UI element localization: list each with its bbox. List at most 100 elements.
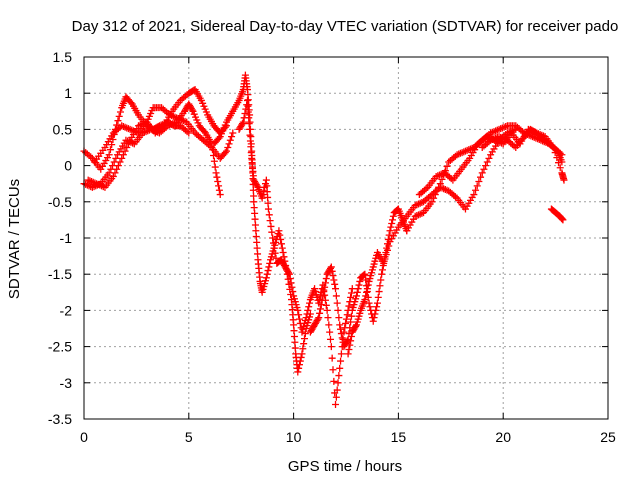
data-point [534, 130, 542, 138]
data-point [321, 279, 329, 287]
data-point [328, 267, 336, 275]
data-point [332, 401, 340, 409]
data-point [99, 183, 107, 191]
data-point [185, 129, 193, 137]
data-point [96, 181, 104, 189]
data-point [318, 296, 326, 304]
data-point [347, 289, 355, 297]
data-point [371, 310, 379, 318]
data-point [416, 199, 424, 207]
data-point [89, 178, 97, 186]
data-point [212, 169, 220, 177]
data-point [128, 126, 136, 134]
data-point [262, 274, 270, 282]
data-point [140, 128, 148, 136]
data-point [86, 177, 94, 185]
data-point [337, 330, 345, 338]
data-point [433, 187, 441, 195]
x-tick-label: 0 [80, 429, 88, 445]
data-point [332, 292, 340, 300]
x-axis-label: GPS time / hours [288, 458, 402, 475]
data-point [300, 340, 308, 348]
data-point [306, 299, 314, 307]
data-point [223, 147, 231, 155]
data-point [275, 227, 283, 235]
data-point [105, 169, 113, 177]
data-point [285, 270, 293, 278]
data-point [268, 228, 276, 236]
data-point [278, 244, 286, 252]
data-point [329, 366, 337, 374]
data-point [264, 205, 272, 213]
data-point [394, 206, 402, 214]
data-point [271, 249, 279, 257]
data-point [321, 291, 329, 299]
data-point [253, 182, 261, 190]
data-point [322, 301, 330, 309]
data-point [389, 216, 397, 224]
data-point [385, 231, 393, 239]
data-point [488, 128, 496, 136]
data-point [327, 343, 335, 351]
data-point [500, 135, 508, 143]
y-tick-label: -3 [60, 375, 73, 391]
data-point [356, 277, 364, 285]
y-tick-label: -1 [60, 230, 73, 246]
data-point [301, 330, 309, 338]
series-sat-g [306, 205, 411, 351]
data-point [361, 296, 369, 304]
data-point [127, 99, 135, 107]
x-tick-label: 5 [185, 429, 193, 445]
data-point [295, 364, 303, 372]
data-point [304, 306, 312, 314]
data-point [324, 314, 332, 322]
data-point [173, 114, 181, 122]
data-point [386, 227, 394, 235]
data-point [413, 201, 421, 209]
data-point [330, 377, 338, 385]
data-point [225, 140, 233, 148]
data-point [279, 248, 287, 256]
data-point [347, 293, 355, 301]
data-point [438, 184, 446, 192]
data-point [352, 292, 360, 300]
data-point [319, 292, 327, 300]
data-point [169, 112, 177, 120]
data-point [380, 259, 388, 267]
data-point [553, 154, 561, 162]
data-point [431, 191, 439, 199]
data-point [113, 165, 121, 173]
data-point [487, 129, 495, 137]
data-point [206, 142, 214, 150]
data-point [385, 242, 393, 250]
data-point [124, 125, 132, 133]
data-point [168, 112, 176, 120]
data-point [107, 165, 115, 173]
data-point [320, 288, 328, 296]
data-point [461, 147, 469, 155]
data-point [126, 125, 134, 133]
data-point [295, 311, 303, 319]
data-point [200, 128, 208, 136]
data-point [416, 210, 424, 218]
data-point [555, 159, 563, 167]
data-point [360, 271, 368, 279]
data-point [303, 310, 311, 318]
data-point [286, 275, 294, 283]
data-point [344, 350, 352, 358]
data-point [82, 180, 90, 188]
data-point [558, 158, 566, 166]
data-points [80, 71, 568, 409]
data-point [133, 128, 141, 136]
data-point [106, 146, 114, 154]
data-point [243, 101, 251, 109]
data-point [277, 240, 285, 248]
y-tick-label: -2 [60, 302, 73, 318]
data-point [294, 368, 302, 376]
data-point [467, 145, 475, 153]
x-tick-label: 25 [600, 429, 616, 445]
x-tick-label: 15 [391, 429, 407, 445]
y-tick-label: -1.5 [48, 266, 72, 282]
data-point [83, 181, 91, 189]
